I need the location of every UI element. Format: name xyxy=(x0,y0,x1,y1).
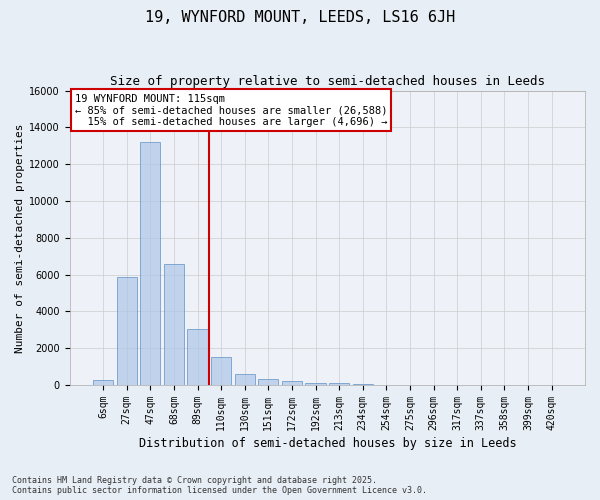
Y-axis label: Number of semi-detached properties: Number of semi-detached properties xyxy=(15,123,25,352)
Title: Size of property relative to semi-detached houses in Leeds: Size of property relative to semi-detach… xyxy=(110,75,545,88)
Text: Contains HM Land Registry data © Crown copyright and database right 2025.
Contai: Contains HM Land Registry data © Crown c… xyxy=(12,476,427,495)
Text: 19 WYNFORD MOUNT: 115sqm
← 85% of semi-detached houses are smaller (26,588)
  15: 19 WYNFORD MOUNT: 115sqm ← 85% of semi-d… xyxy=(75,94,387,126)
Bar xyxy=(353,384,373,385)
Bar xyxy=(187,329,208,385)
Bar xyxy=(93,380,113,385)
X-axis label: Distribution of semi-detached houses by size in Leeds: Distribution of semi-detached houses by … xyxy=(139,437,516,450)
Bar xyxy=(305,382,326,385)
Bar xyxy=(116,278,137,385)
Bar xyxy=(329,383,349,385)
Text: 19, WYNFORD MOUNT, LEEDS, LS16 6JH: 19, WYNFORD MOUNT, LEEDS, LS16 6JH xyxy=(145,10,455,25)
Bar xyxy=(282,381,302,385)
Bar xyxy=(211,357,231,385)
Bar xyxy=(235,374,255,385)
Bar xyxy=(164,264,184,385)
Bar xyxy=(258,380,278,385)
Bar xyxy=(140,142,160,385)
